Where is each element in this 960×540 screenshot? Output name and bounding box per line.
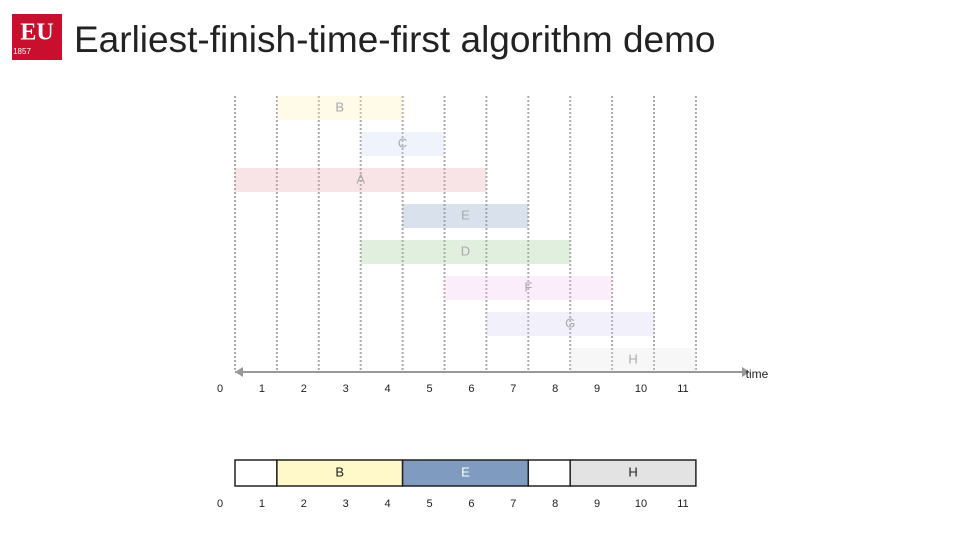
logo-text: EU	[20, 20, 53, 46]
schedule-slot	[234, 459, 278, 487]
schedule-tick-label: 9	[594, 498, 600, 510]
logo-box	[12, 14, 62, 60]
logo: EU 1857	[12, 14, 62, 60]
tick-label: 11	[677, 383, 688, 395]
schedule-label: H	[628, 464, 637, 479]
tick-label: 0	[217, 383, 223, 395]
job-label: D	[461, 243, 470, 258]
tick-label: 4	[385, 383, 391, 395]
job-bar	[235, 168, 487, 192]
axis-label: time	[746, 367, 769, 381]
job-bar	[444, 276, 613, 300]
schedule-tick-label: 8	[552, 498, 558, 510]
tick-label: 2	[301, 383, 307, 395]
schedule-slot	[569, 459, 697, 487]
tick-label: 7	[510, 383, 516, 395]
schedule-tick-label: 3	[343, 498, 349, 510]
tick-label: 9	[594, 383, 600, 395]
schedule-tick-label: 2	[301, 498, 307, 510]
job-bar	[486, 312, 654, 336]
job-label: E	[461, 207, 470, 222]
schedule-tick-label: 10	[635, 498, 647, 510]
job-bar	[276, 96, 403, 120]
schedule-tick-label: 6	[468, 498, 474, 510]
job-bar	[570, 348, 696, 372]
schedule-tick-label: 4	[385, 498, 391, 510]
title: Earliest-finish-time-first algorithm dem…	[74, 19, 716, 60]
job-label: F	[524, 279, 532, 294]
schedule-tick-label: 7	[510, 498, 516, 510]
schedule-tick-label: 0	[217, 498, 223, 510]
job-bar	[402, 204, 529, 228]
tick-label: 5	[426, 383, 432, 395]
schedule-tick-label: 1	[259, 498, 265, 510]
tick-label: 1	[259, 383, 265, 395]
job-bar	[360, 132, 445, 156]
schedule-label: B	[335, 464, 344, 479]
job-label: C	[398, 135, 407, 150]
tick-label: 10	[635, 383, 647, 395]
job-label: B	[335, 99, 344, 114]
tick-label: 8	[552, 383, 558, 395]
schedule-slot	[401, 459, 530, 487]
schedule-tick-label: 11	[677, 498, 688, 510]
tick-label: 6	[468, 383, 474, 395]
logo-year: 1857	[13, 47, 31, 56]
job-label: G	[565, 315, 575, 330]
job-label: H	[628, 351, 637, 366]
axis-arrow-start	[235, 367, 243, 377]
schedule-label: E	[461, 464, 470, 479]
schedule-slot	[527, 459, 571, 487]
schedule-tick-label: 5	[426, 498, 432, 510]
tick-label: 3	[343, 383, 349, 395]
job-label: A	[356, 171, 365, 186]
job-bar	[360, 240, 571, 264]
schedule-slot	[276, 459, 404, 487]
axis-arrow	[742, 367, 750, 377]
